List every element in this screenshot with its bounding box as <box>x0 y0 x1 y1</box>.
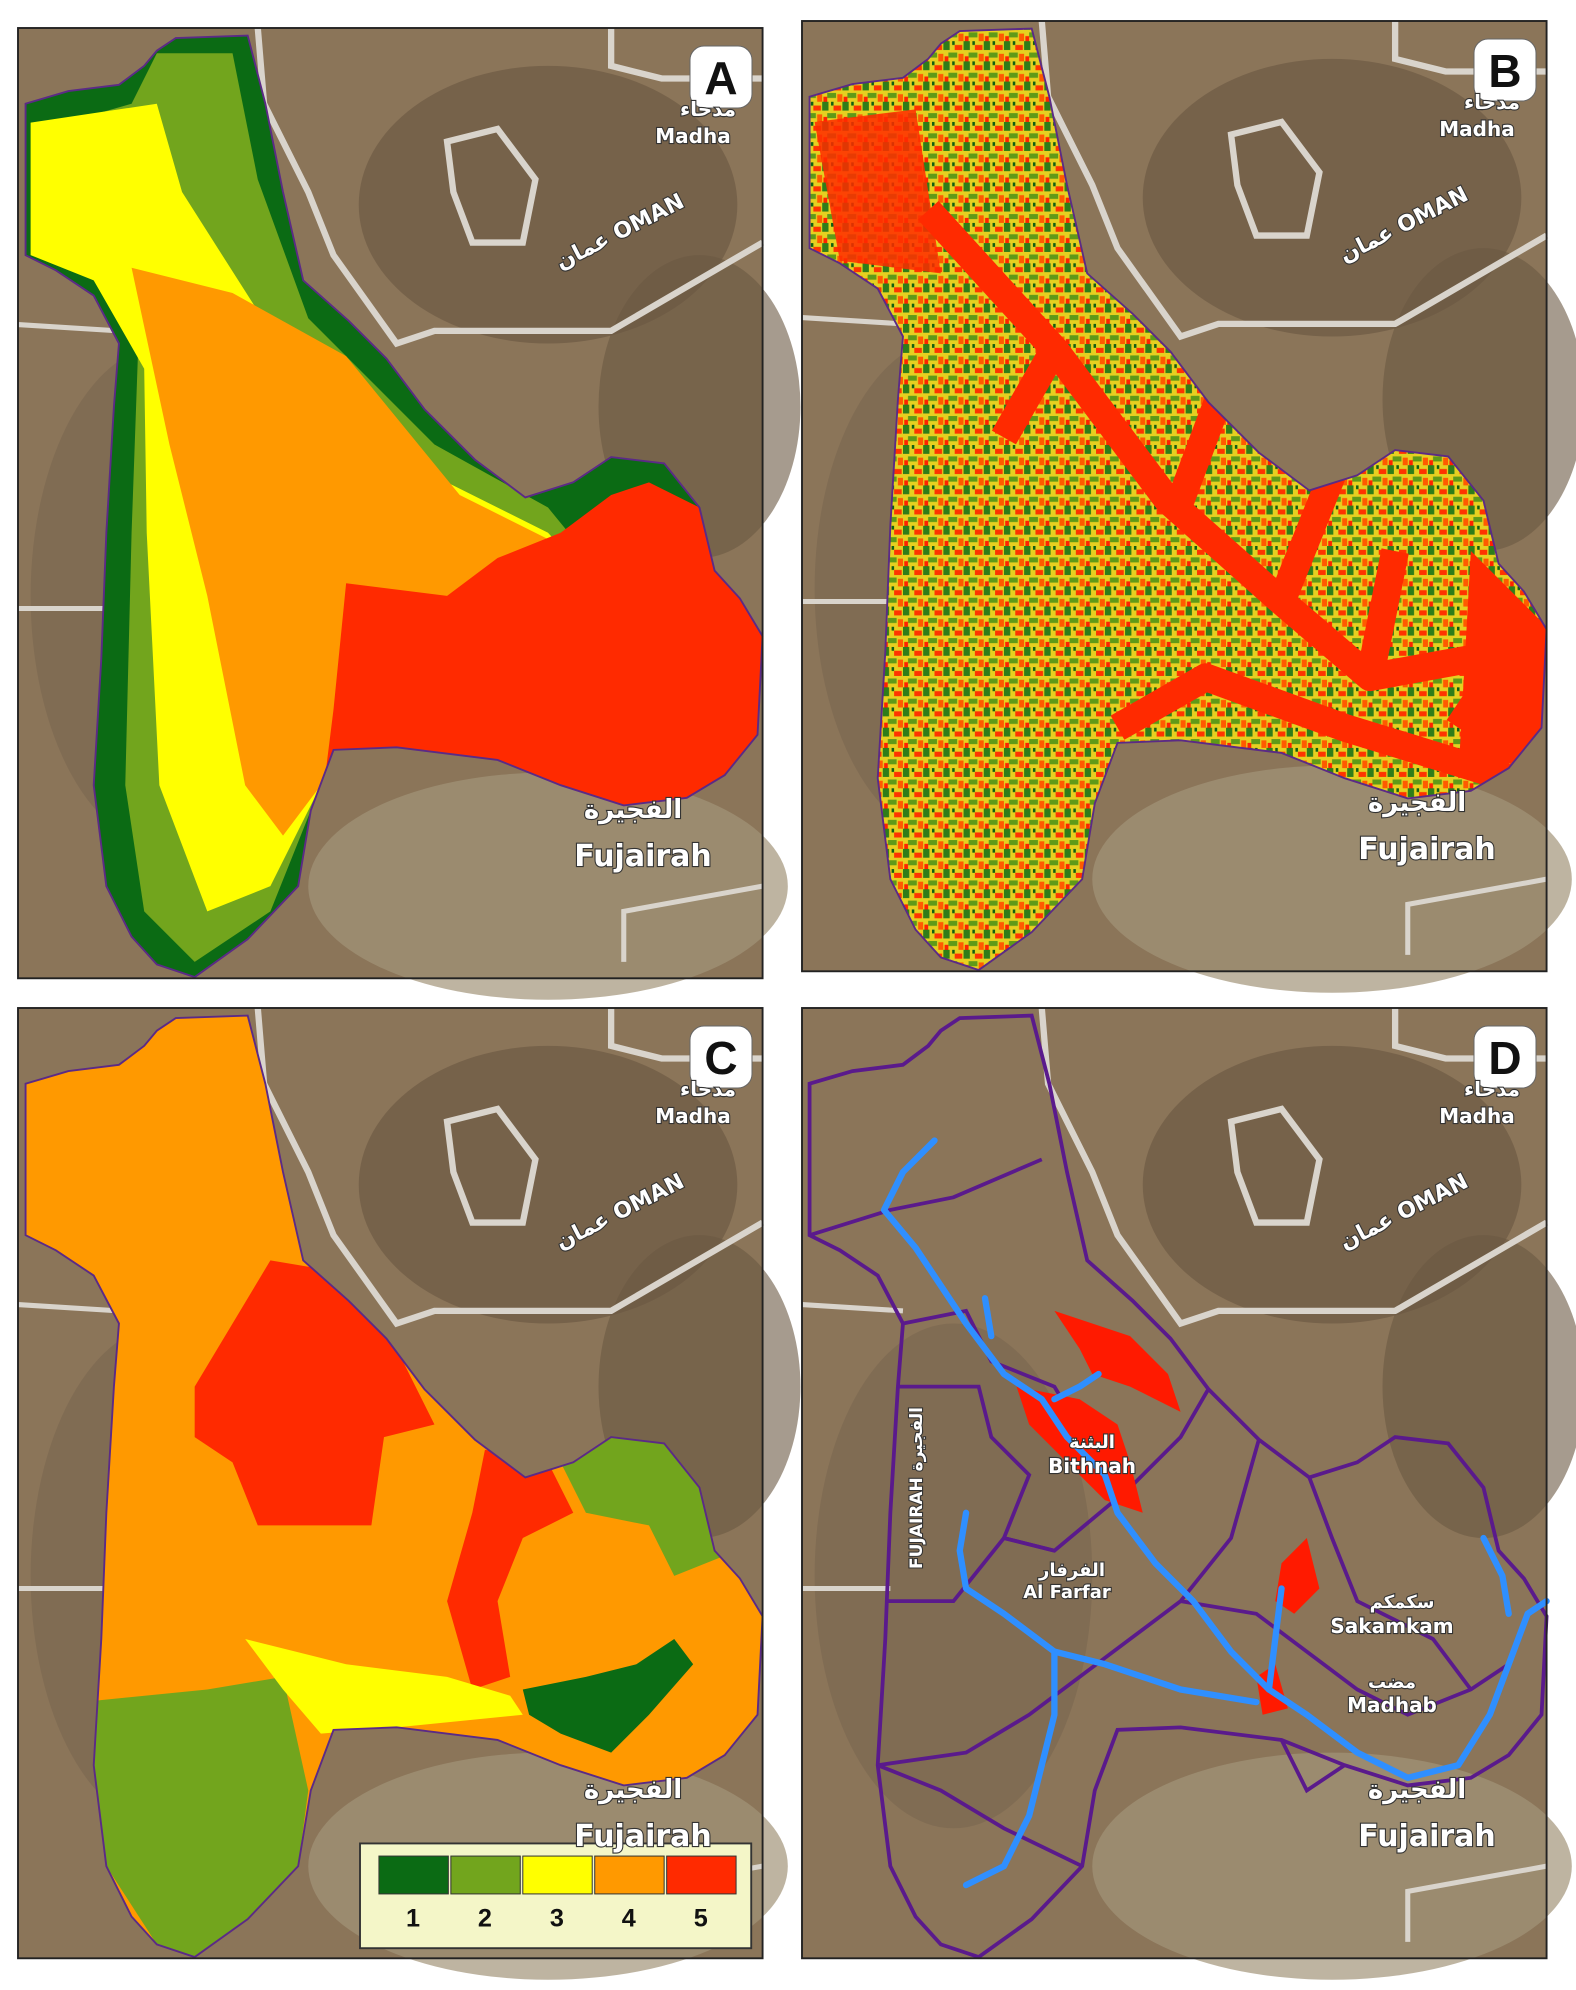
panel-letter-box <box>689 45 753 109</box>
map-shape <box>1054 1310 1181 1412</box>
map-shape <box>81 1676 309 1958</box>
place-label: Fujairah <box>1358 832 1496 867</box>
map-shape <box>17 1007 764 1960</box>
map-shape <box>1051 1370 1102 1403</box>
map-shape <box>447 1449 574 1690</box>
legend-swatch <box>594 1855 665 1895</box>
legend: 1 2 3 4 5 <box>359 1842 753 1950</box>
map-shape <box>801 1007 1548 1960</box>
map-shape <box>522 1639 694 1753</box>
panel-letter: B <box>1488 45 1521 97</box>
place-label: Bithnah <box>1048 1454 1136 1478</box>
map-shape <box>917 200 1521 792</box>
panel-letter: C <box>704 1032 737 1084</box>
map-shape <box>1279 1739 1346 1794</box>
panel-c: 1 2 3 4 5 <box>18 1008 800 1980</box>
map-shape <box>814 109 941 274</box>
map-shape <box>1458 551 1547 779</box>
panel-d <box>802 1008 1576 1980</box>
map-shape <box>981 1295 995 1340</box>
legend-swatch <box>450 1855 521 1895</box>
place-label: Madha <box>1439 117 1514 141</box>
map-shape <box>1307 1476 1473 1691</box>
subbasin-boundaries <box>807 1013 1549 1960</box>
map-shape <box>885 1486 1132 1604</box>
map-shape <box>1275 1538 1320 1614</box>
place-label: مدحاء <box>1464 1077 1520 1101</box>
place-label: Madha <box>1439 1104 1514 1128</box>
map-shape <box>962 1648 1058 1889</box>
place-label: Fujairah <box>574 839 712 874</box>
map-shape <box>877 1439 1261 1768</box>
place-label: Madha <box>655 1104 730 1128</box>
map-shape <box>245 1639 523 1734</box>
legend-label: 2 <box>478 1905 492 1933</box>
place-label: مدحاء <box>680 1077 736 1101</box>
place-label: سكمكم <box>1370 1592 1435 1613</box>
place-label: مدحاء <box>1464 90 1520 114</box>
map-shape <box>809 1157 1043 1237</box>
map-shape <box>17 27 764 980</box>
place-label: Sakamkam <box>1330 1614 1453 1638</box>
place-label: الفجيرة <box>1368 1775 1466 1805</box>
place-label: البثنة <box>1069 1432 1115 1453</box>
panel-letter-box <box>689 1025 753 1089</box>
legend-label: 5 <box>694 1905 708 1933</box>
map-shape <box>560 1411 738 1576</box>
panel-b <box>802 21 1576 993</box>
place-label: مضب <box>1368 1672 1416 1693</box>
map-shape <box>801 20 1548 973</box>
panel-letter: D <box>1488 1032 1521 1084</box>
place-label: Madhab <box>1347 1693 1437 1717</box>
place-label: Fujairah <box>574 1819 712 1854</box>
panel-letter: A <box>704 52 737 104</box>
map-shape <box>1480 1534 1512 1617</box>
legend-label: 3 <box>550 1905 564 1933</box>
map-shape <box>807 1013 1549 1960</box>
streams <box>880 1137 1550 1889</box>
legend-swatch <box>378 1855 449 1895</box>
legend-label: 4 <box>622 1905 636 1933</box>
place-label: Al Farfar <box>1023 1582 1111 1603</box>
legend-swatch <box>522 1855 593 1895</box>
legend-swatch <box>666 1855 737 1895</box>
map-shape <box>877 1763 1083 1868</box>
panel-a <box>18 28 800 1000</box>
place-label: FUJAIRAH الفجيرة <box>907 1407 927 1569</box>
place-label: Fujairah <box>1358 1819 1496 1854</box>
place-label: الفرفار <box>1038 1560 1105 1581</box>
panel-letter-box <box>1473 38 1537 102</box>
map-shape <box>956 1509 1260 1706</box>
place-label: الفجيرة <box>584 795 682 825</box>
place-label: مدحاء <box>680 97 736 121</box>
panel-letter-box <box>1473 1025 1537 1089</box>
place-label: الفجيرة <box>584 1775 682 1805</box>
map-shape <box>880 1137 1550 1781</box>
map-shape <box>320 482 763 811</box>
map-shape <box>1265 1585 1285 1693</box>
place-label: Madha <box>655 124 730 148</box>
legend-label: 1 <box>406 1905 420 1933</box>
place-label: الفجيرة <box>1368 788 1466 818</box>
